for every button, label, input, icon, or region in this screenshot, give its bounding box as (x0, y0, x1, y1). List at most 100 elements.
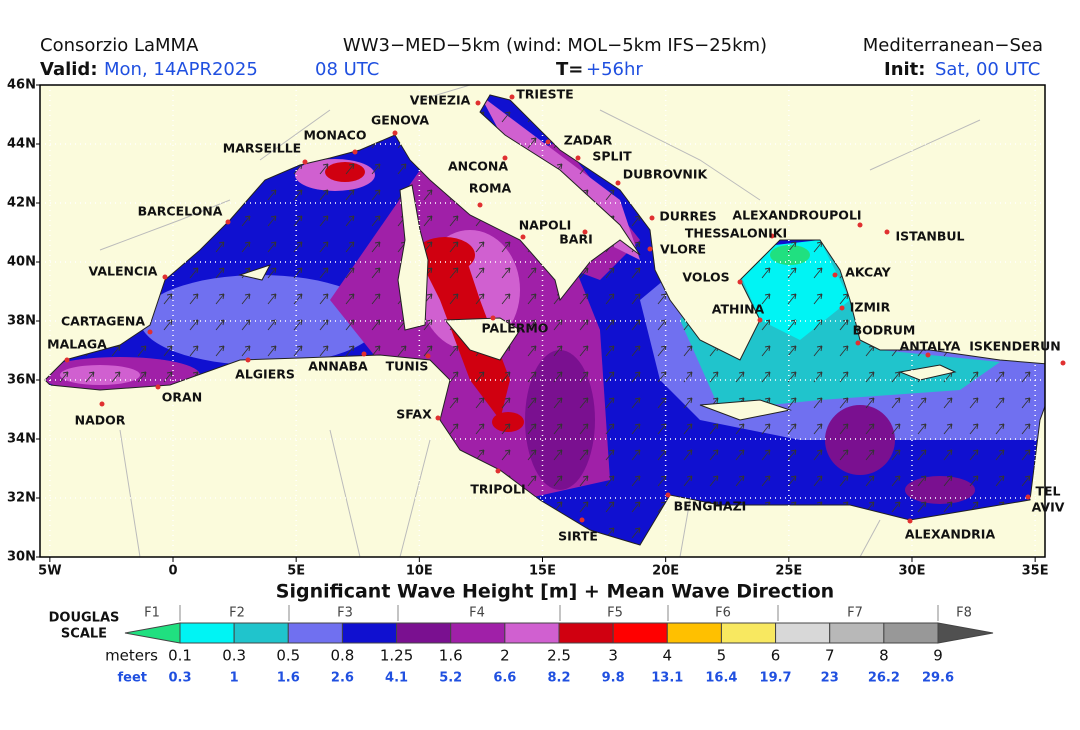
meters-value: 1.25 (380, 647, 413, 665)
meters-value: 0.3 (222, 647, 246, 665)
douglas-force: F6 (715, 606, 731, 621)
city-label: TRIPOLI (470, 482, 525, 497)
city-label: SPLIT (592, 149, 632, 164)
city-dot (147, 329, 153, 335)
legend-swatch (829, 622, 885, 644)
city-label: VENEZIA (410, 93, 471, 108)
legend-swatch (666, 622, 722, 644)
city-label: NADOR (75, 413, 126, 428)
city-dot (855, 340, 861, 346)
douglas-force: F8 (956, 606, 972, 621)
city-dot (64, 357, 70, 363)
city-dot (579, 517, 585, 523)
city-label: ISTANBUL (896, 229, 965, 244)
lon-label: 5W (38, 564, 61, 579)
city-label: VLORE (660, 242, 706, 257)
city-dot (99, 401, 105, 407)
city-dot (907, 518, 913, 524)
city-label: DUBROVNIK (623, 167, 709, 182)
lon-label: 35E (1022, 564, 1049, 579)
lon-label: 0 (168, 564, 177, 579)
feet-label: feet (117, 671, 147, 686)
city-label: MONACO (303, 128, 366, 143)
lon-label: 30E (898, 564, 925, 579)
lat-label: 38N (7, 314, 36, 329)
valid-date: Mon, 14APR2025 (104, 59, 258, 80)
city-label: DURRES (659, 209, 716, 224)
city-dot (832, 272, 838, 278)
legend-swatch (396, 622, 452, 644)
city-label: ORAN (162, 390, 202, 405)
city-dot (361, 351, 367, 357)
city-dot (615, 180, 621, 186)
city-dot (162, 274, 168, 280)
lat-label: 34N (7, 432, 36, 447)
meters-value: 8 (879, 647, 889, 665)
lon-label: 20E (652, 564, 679, 579)
feet-value: 1.6 (277, 671, 300, 686)
city-label: AKCAY (845, 265, 891, 280)
feet-value: 13.1 (651, 671, 683, 686)
legend-swatch (287, 622, 343, 644)
city-label: BODRUM (853, 323, 916, 338)
city-label: TEL (1035, 484, 1060, 499)
city-label: PALERMO (482, 321, 549, 336)
meters-value: 0.8 (330, 647, 354, 665)
lat-label: 42N (7, 196, 36, 211)
feet-value: 9.8 (602, 671, 625, 686)
city-label: SFAX (396, 407, 432, 422)
lat-label: 46N (7, 78, 36, 93)
city-dot (425, 353, 431, 359)
feet-value: 26.2 (868, 671, 900, 686)
city-label: IZMIR (850, 300, 891, 315)
city-dot (647, 246, 653, 252)
city-dot (502, 155, 508, 161)
legend-swatch (558, 622, 614, 644)
city-label: SIRTE (558, 529, 598, 544)
city-dot (737, 279, 743, 285)
init-label: Init: (884, 59, 925, 80)
meters-value: 4 (663, 647, 673, 665)
meters-value: 2.5 (547, 647, 571, 665)
header-center: WW3−MED−5km (wind: MOL−5km IFS−25km) (343, 35, 767, 56)
city-label: ZADAR (564, 133, 613, 148)
t-label: T= (556, 59, 583, 80)
map-title: Significant Wave Height [m] + Mean Wave … (276, 581, 834, 603)
valid-hour: 08 UTC (315, 59, 379, 80)
city-dot (575, 155, 581, 161)
city-dot (665, 492, 671, 498)
valid-label: Valid: (40, 59, 98, 80)
lon-label: 15E (529, 564, 556, 579)
meters-value: 0.5 (276, 647, 300, 665)
header-right: Mediterranean−Sea (863, 35, 1043, 56)
city-label: CARTAGENA (61, 314, 145, 329)
city-dot (477, 202, 483, 208)
city-label: ALGIERS (235, 367, 295, 382)
city-label: THESSALONIKI (685, 226, 787, 241)
city-label: ANNABA (308, 359, 368, 374)
meters-value: 5 (717, 647, 727, 665)
meters-value: 7 (825, 647, 835, 665)
feet-value: 1 (230, 671, 239, 686)
city-dot (475, 100, 481, 106)
city-dot (1060, 360, 1066, 366)
legend-swatch (504, 622, 560, 644)
feet-value: 4.1 (385, 671, 408, 686)
city-dot (839, 305, 845, 311)
meters-value: 0.1 (168, 647, 192, 665)
feet-value: 23 (821, 671, 839, 686)
lat-label: 32N (7, 491, 36, 506)
lon-label: 25E (775, 564, 802, 579)
feet-value: 2.6 (331, 671, 354, 686)
meters-value: 9 (933, 647, 943, 665)
city-label: BENGHAZI (674, 499, 747, 514)
city-label: TUNIS (386, 359, 429, 374)
meters-value: 1.6 (439, 647, 463, 665)
city-dot (392, 130, 398, 136)
city-label: MARSEILLE (223, 141, 301, 156)
douglas-force: F2 (229, 606, 245, 621)
meters-value: 2 (500, 647, 510, 665)
meters-label: meters (105, 647, 158, 665)
header-left: Consorzio LaMMA (40, 35, 199, 56)
